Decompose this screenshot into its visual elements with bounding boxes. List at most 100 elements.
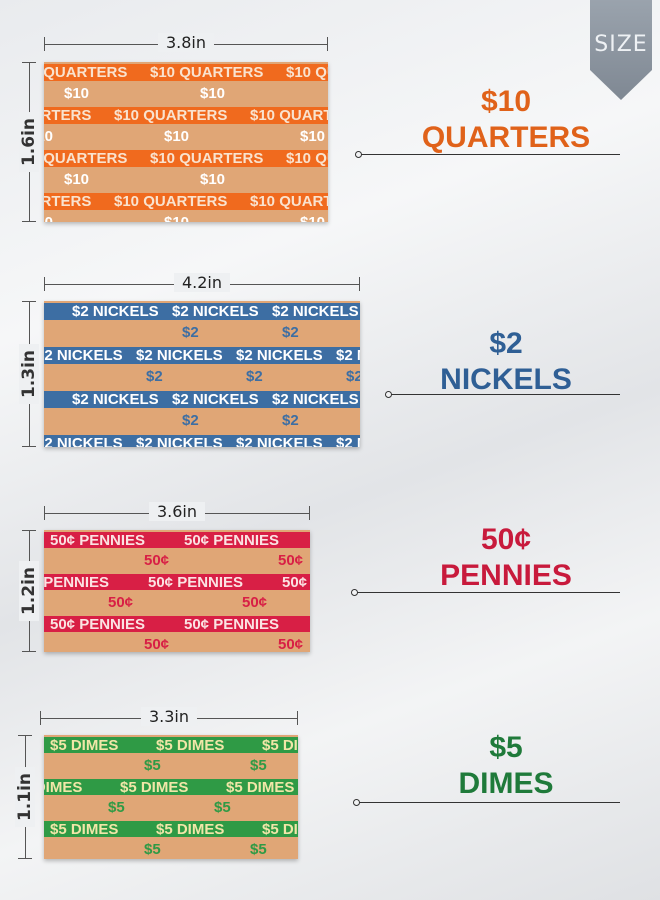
wrapper-denomination: $5 [144,757,161,774]
height-dimension-pennies: 1.2in [19,530,39,652]
wrapper-denomination: $5 [250,757,267,774]
wrapper-coin-text: 50¢ PENNIES [44,574,110,591]
wrapper-coin-text: 50¢ PENNIES [184,532,280,549]
wrapper-coin-text: $5 DIMES [226,779,295,796]
wrapper-denomination: $10 [44,127,54,145]
wrapper-denomination: 50¢ [278,552,304,569]
wrapper-denomination: $2 [346,368,360,385]
title-nickels-coin: NICKELS [440,363,572,396]
width-dimension-pennies: 3.6in [44,502,310,521]
wrapper-coin-text: $2 NICKELS [136,435,223,447]
title-dimes: $5 DIMES [420,730,592,802]
height-dimension-nickels: 1.3in [19,301,39,447]
width-label-dimes: 3.3in [140,707,198,726]
wrapper-coin-text: $5 DIMES [262,821,298,838]
coin-wrapper-quarters: $10 QUARTERS $10 QUARTERS $10 QUARTERS $10 $… [44,62,328,222]
wrapper-denomination: $5 [144,841,161,858]
wrapper-denomination: 50¢ [144,552,170,569]
wrapper-stripe [44,616,310,632]
coin-wrapper-nickels: $2 NICKELS $2 NICKELS $2 NICKELS $2 $2 $2 NIC… [44,301,360,447]
wrapper-stripe [44,779,298,795]
wrapper-coin-text: $5 DIMES [156,737,225,754]
wrapper-denomination: $5 [250,841,267,858]
wrapper-denomination: $10 [64,170,90,188]
wrapper-coin-text: $2 NICKELS [336,347,360,364]
wrapper-denomination: $2 [282,324,299,341]
wrapper-stripe [44,821,298,837]
width-dimension-quarters: 3.8in [44,33,328,52]
wrapper-denomination: $2 [282,412,299,429]
height-dimension-quarters: 1.6in [19,62,39,222]
title-nickels-value: $2 [489,327,523,360]
size-tag-label: SIZE [594,32,648,57]
title-quarters: $10 QUARTERS [420,84,592,156]
width-label-quarters: 3.8in [157,33,215,52]
wrapper-coin-text: $10 QUARTERS [44,107,92,124]
wrapper-coin-text: $10 QUARTERS [114,193,228,210]
pointer-nickels [385,391,620,398]
wrapper-stripe [44,150,328,167]
wrapper-coin-text: $2 NICKELS [236,435,323,447]
wrapper-coin-text: 50¢ PENNIES [50,532,146,549]
wrapper-coin-text: $2 NICKELS [136,347,223,364]
wrapper-coin-text: $10 QUARTERS [150,64,264,81]
wrapper-coin-text: $2 NICKELS [72,303,159,320]
title-dimes-coin: DIMES [458,767,554,800]
pointer-pennies [351,589,620,596]
pointer-quarters [355,151,620,158]
wrapper-stripe [44,193,328,210]
height-label-nickels: 1.3in [19,343,39,405]
height-label-pennies: 1.2in [19,560,39,622]
wrapper-coin-text: $5 DIMES [156,821,225,838]
wrapper-denomination: 50¢ [108,594,134,611]
wrapper-coin-text: $2 NICKELS [172,303,259,320]
title-pennies-value: 50¢ [480,523,532,556]
wrapper-coin-text: 50¢ PENNIES [50,616,146,633]
wrapper-denomination: 50¢ [278,636,304,652]
wrapper-denomination: $10 [64,84,90,102]
wrapper-coin-text: $10 QUARTERS [114,107,228,124]
wrapper-coin-text: 50¢ PENNIES [282,574,310,591]
wrapper-denomination: $10 [200,170,226,188]
width-label-pennies: 3.6in [148,502,206,521]
title-quarters-value: $10 [480,85,532,118]
wrapper-coin-text: $2 NICKELS [236,347,323,364]
width-label-nickels: 4.2in [173,273,231,292]
wrapper-coin-text: $5 DIMES [120,779,189,796]
title-nickels: $2 NICKELS [420,326,592,398]
height-label-quarters: 1.6in [19,111,39,173]
wrapper-denomination: 50¢ [144,636,170,652]
wrapper-coin-text: $2 NICKELS [44,435,123,447]
wrapper-coin-text: $10 QUARTERS [150,150,264,167]
title-pennies-coin: PENNIES [440,559,572,592]
pointer-dimes [353,799,620,806]
wrapper-denomination: $5 [108,799,125,816]
wrapper-stripe [44,107,328,124]
wrapper-coin-text: $10 QUARTERS [250,107,328,124]
wrapper-denomination: $10 [300,127,326,145]
wrapper-denomination: $5 [214,799,231,816]
wrapper-denomination: 50¢ [242,594,268,611]
coin-wrapper-dimes: $5 DIMES $5 DIMES $5 DIMES $5 $5 $5 DIMES $5 D… [44,735,298,859]
wrapper-coin-text: $10 QUARTERS [44,64,128,81]
wrapper-coin-text: $5 DIMES [262,737,298,754]
wrapper-stripe [44,737,298,753]
coin-wrapper-pennies: 50¢ PENNIES 50¢ PENNIES 50¢ 50¢ 50¢ PENNIES 5… [44,530,310,652]
wrapper-stripe [44,303,360,320]
wrapper-denomination: $10 [164,213,190,223]
width-dimension-dimes: 3.3in [40,707,298,726]
wrapper-stripe [44,574,310,590]
size-tag: SIZE [590,0,652,100]
wrapper-coin-text: $2 NICKELS [272,391,359,408]
wrapper-denomination: $2 [182,324,199,341]
wrapper-stripe [44,391,360,408]
wrapper-stripe [44,435,360,447]
title-dimes-value: $5 [489,731,523,764]
wrapper-coin-text: $2 NICKELS [172,391,259,408]
wrapper-coin-text: $5 DIMES [50,737,119,754]
wrapper-denomination: $2 [182,412,199,429]
title-quarters-coin: QUARTERS [421,121,591,154]
wrapper-coin-text: $10 QUARTERS [44,150,128,167]
wrapper-coin-text: $5 DIMES [44,779,83,796]
wrapper-denomination: $10 [300,213,326,223]
